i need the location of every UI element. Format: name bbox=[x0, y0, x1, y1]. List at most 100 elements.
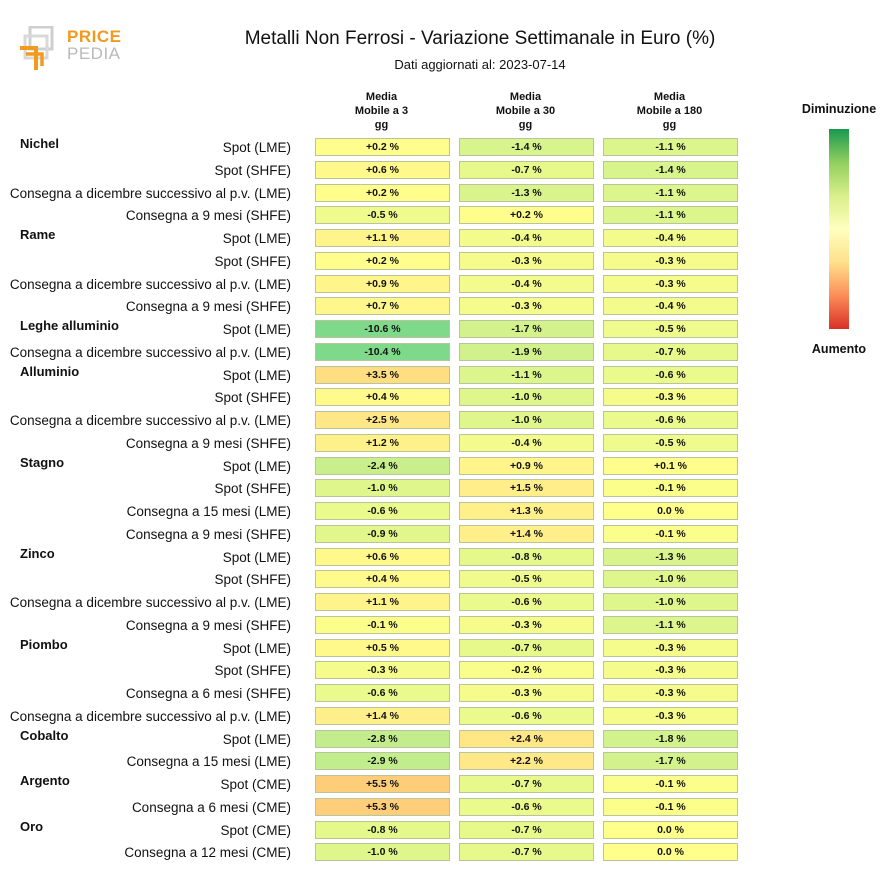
heatmap-cell: -1.3 % bbox=[603, 547, 738, 566]
heatmap-cell: -1.0 % bbox=[315, 843, 450, 862]
heatmap-cell: -2.9 % bbox=[315, 752, 450, 771]
heatmap-cell: -1.0 % bbox=[603, 593, 738, 611]
heatmap-cell: +0.2 % bbox=[315, 251, 450, 270]
pricepedia-logo: PRICE PEDIA bbox=[18, 26, 128, 74]
heatmap-cell: +2.4 % bbox=[459, 729, 594, 748]
heatmap-cell: -0.7 % bbox=[459, 843, 594, 862]
row-label: Spot (LME) bbox=[222, 367, 291, 383]
heatmap-cell: +0.4 % bbox=[315, 388, 450, 407]
heatmap-cell: -0.6 % bbox=[459, 593, 594, 611]
heatmap-cell: +0.6 % bbox=[315, 160, 450, 179]
heatmap-cell: +0.2 % bbox=[315, 183, 450, 202]
row-label: Consegna a 9 mesi (SHFE) bbox=[125, 617, 291, 633]
row-label: Consegna a 15 mesi (LME) bbox=[126, 754, 291, 770]
logo-text-price: PRICE bbox=[67, 27, 122, 46]
heatmap-cell: -0.1 % bbox=[603, 479, 738, 498]
heatmap-cell: -1.1 % bbox=[459, 365, 594, 384]
heatmap-cell: -0.5 % bbox=[603, 320, 738, 338]
heatmap-cell: -0.2 % bbox=[459, 661, 594, 680]
heatmap-cell: -0.3 % bbox=[459, 615, 594, 634]
heatmap-cell: -0.3 % bbox=[603, 388, 738, 407]
heatmap-cell: -0.3 % bbox=[459, 684, 594, 702]
row-label: Consegna a 9 mesi (SHFE) bbox=[125, 299, 291, 315]
heatmap-cell: +0.5 % bbox=[315, 638, 450, 657]
heatmap-cell: +3.5 % bbox=[315, 365, 450, 384]
group-label: Stagno bbox=[20, 454, 65, 470]
row-label: Consegna a 9 mesi (SHFE) bbox=[125, 208, 291, 224]
chart-subtitle: Dati aggiornati al: 2023-07-14 bbox=[394, 57, 566, 72]
heatmap-cell: -0.6 % bbox=[603, 411, 738, 429]
row-label: Consegna a 15 mesi (LME) bbox=[126, 504, 291, 519]
row-label: Spot (LME) bbox=[222, 640, 291, 656]
heatmap-cell: -1.1 % bbox=[603, 183, 738, 202]
row-label: Spot (LME) bbox=[222, 231, 291, 246]
heatmap-cell: -2.8 % bbox=[315, 729, 450, 748]
column-header: Media Mobile a 30 gg bbox=[495, 91, 556, 131]
row-label: Consegna a 6 mesi (CME) bbox=[131, 799, 291, 815]
heatmap-cell: +5.3 % bbox=[315, 797, 450, 816]
legend-color-bar bbox=[829, 129, 849, 329]
legend-top-label: Diminuzione bbox=[801, 102, 877, 116]
row-label: Spot (LME) bbox=[222, 322, 291, 337]
heatmap-cell: -1.0 % bbox=[603, 570, 738, 589]
heatmap-cell: -10.4 % bbox=[315, 342, 450, 361]
heatmap-cell: -0.3 % bbox=[459, 297, 594, 316]
heatmap-cell: -0.1 % bbox=[603, 797, 738, 816]
heatmap-cell: -1.1 % bbox=[603, 206, 738, 225]
group-label: Piombo bbox=[20, 636, 68, 652]
heatmap-cell: -0.3 % bbox=[603, 274, 738, 293]
row-label: Spot (SHFE) bbox=[214, 390, 291, 406]
heatmap-cell: +0.9 % bbox=[315, 274, 450, 293]
heatmap-cell: +0.6 % bbox=[315, 547, 450, 566]
heatmap-cell: -0.5 % bbox=[459, 570, 594, 589]
heatmap-cell: -1.4 % bbox=[459, 138, 594, 156]
heatmap-cell: -0.7 % bbox=[459, 820, 594, 839]
heatmap-cell: -1.7 % bbox=[603, 752, 738, 771]
row-label: Spot (SHFE) bbox=[214, 663, 291, 679]
group-label: Oro bbox=[20, 818, 44, 834]
heatmap-cell: -0.5 % bbox=[603, 433, 738, 452]
heatmap-cell: -0.4 % bbox=[459, 433, 594, 452]
heatmap-cell: -0.1 % bbox=[603, 775, 738, 793]
heatmap-cell: -0.8 % bbox=[315, 820, 450, 839]
row-label: Spot (LME) bbox=[222, 458, 291, 474]
column-header: Media Mobile a 180 gg bbox=[636, 91, 703, 131]
heatmap-cell: -0.3 % bbox=[603, 661, 738, 680]
heatmap-cell: -1.7 % bbox=[459, 320, 594, 338]
row-label: Spot (CME) bbox=[220, 822, 291, 838]
heatmap-cell: -0.3 % bbox=[603, 251, 738, 270]
heatmap-cell: -0.1 % bbox=[603, 524, 738, 543]
heatmap-cell: -1.1 % bbox=[603, 138, 738, 156]
heatmap-cell: -0.4 % bbox=[603, 297, 738, 316]
group-label: Cobalto bbox=[20, 727, 69, 743]
legend-bottom-label: Aumento bbox=[811, 342, 867, 356]
heatmap-cell: -0.4 % bbox=[459, 229, 594, 247]
heatmap-cell: +1.5 % bbox=[459, 479, 594, 498]
heatmap-cell: -0.6 % bbox=[459, 797, 594, 816]
heatmap-cell: +1.4 % bbox=[315, 706, 450, 725]
group-label: Argento bbox=[20, 773, 70, 788]
heatmap-cell: +5.5 % bbox=[315, 775, 450, 793]
group-label: Rame bbox=[20, 227, 56, 242]
heatmap-cell: -0.6 % bbox=[315, 502, 450, 520]
row-label: Spot (SHFE) bbox=[214, 253, 291, 269]
row-label: Consegna a dicembre successivo al p.v. (… bbox=[9, 344, 291, 360]
group-label: Alluminio bbox=[20, 363, 80, 379]
heatmap-cell: -1.0 % bbox=[459, 388, 594, 407]
row-label: Consegna a dicembre successivo al p.v. (… bbox=[9, 708, 291, 724]
heatmap-cell: +0.9 % bbox=[459, 456, 594, 475]
heatmap-cell: -1.0 % bbox=[315, 479, 450, 498]
heatmap-cell: +1.1 % bbox=[315, 229, 450, 247]
heatmap-cell: -0.3 % bbox=[315, 661, 450, 680]
row-label: Spot (SHFE) bbox=[214, 481, 291, 497]
row-label: Spot (SHFE) bbox=[214, 572, 291, 588]
heatmap-cell: +2.5 % bbox=[315, 411, 450, 429]
row-label: Spot (LME) bbox=[222, 731, 291, 747]
row-label: Consegna a dicembre successivo al p.v. (… bbox=[9, 413, 291, 428]
heatmap-cell: 0.0 % bbox=[603, 843, 738, 862]
heatmap-cell: -1.3 % bbox=[459, 183, 594, 202]
group-label: Leghe alluminio bbox=[20, 318, 119, 333]
column-header: Media Mobile a 3 gg bbox=[354, 91, 409, 131]
heatmap-cell: -0.1 % bbox=[315, 615, 450, 634]
group-label: Zinco bbox=[20, 545, 55, 561]
